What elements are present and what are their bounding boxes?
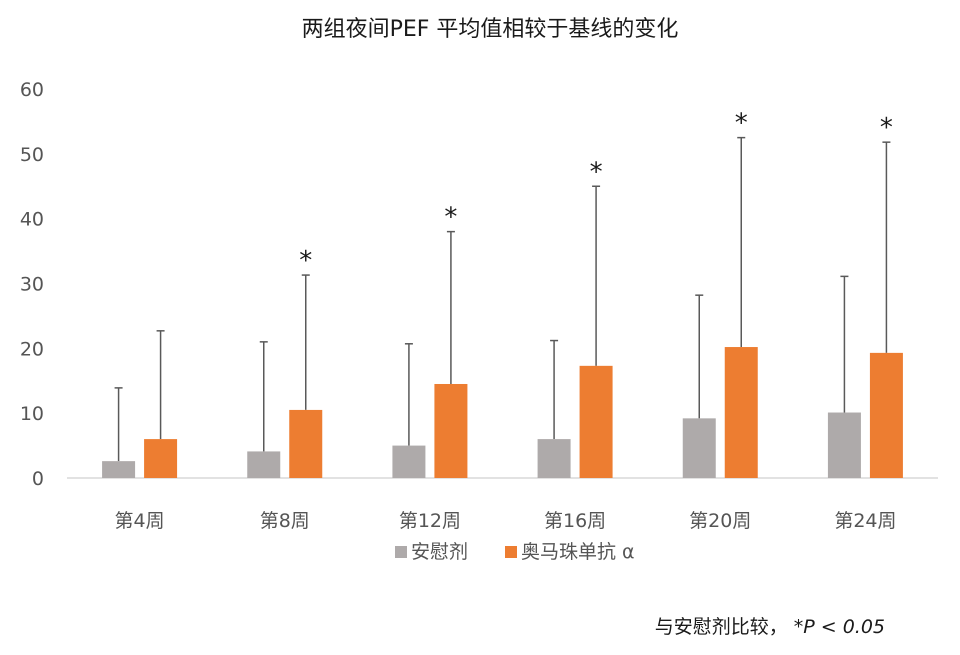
significance-star: * — [444, 203, 457, 233]
y-tick-label: 50 — [20, 144, 44, 166]
bar — [247, 451, 281, 478]
significance-star: * — [590, 157, 603, 187]
significance-star: * — [299, 246, 312, 276]
bar — [869, 352, 903, 478]
bar — [682, 418, 716, 478]
legend: 安慰剂 奥马珠单抗 α — [395, 541, 635, 563]
x-category-label: 第12周 — [399, 510, 461, 532]
legend-label: 安慰剂 — [411, 541, 468, 563]
bar — [724, 347, 758, 478]
bar — [289, 409, 323, 478]
footnote: 与安慰剂比较， *P < 0.05 — [655, 612, 885, 639]
significance-markers: * * * * * — [299, 109, 893, 276]
bar — [434, 383, 468, 478]
y-tick-label: 10 — [20, 403, 44, 425]
x-category-label: 第8周 — [260, 510, 310, 532]
bar — [537, 439, 571, 478]
x-axis-categories: 第4周 第8周 第12周 第16周 第20周 第24周 — [115, 510, 897, 532]
x-category-label: 第4周 — [115, 510, 165, 532]
significance-star: * — [880, 113, 893, 143]
bar — [144, 439, 178, 478]
y-tick-label: 60 — [20, 79, 44, 101]
bar — [102, 461, 136, 478]
y-axis-ticks: 0 10 20 30 40 50 60 — [20, 79, 44, 490]
y-tick-label: 30 — [20, 274, 44, 296]
bars — [102, 347, 903, 478]
legend-swatch — [395, 546, 407, 558]
chart-title: 两组夜间PEF 平均值相较于基线的变化 — [302, 17, 679, 42]
significance-star: * — [735, 109, 748, 139]
y-tick-label: 40 — [20, 209, 44, 231]
bar — [579, 365, 613, 478]
bar — [827, 412, 861, 478]
x-category-label: 第24周 — [834, 510, 896, 532]
footnote-significance: *P < 0.05 — [793, 616, 885, 638]
y-tick-label: 20 — [20, 338, 44, 360]
bar — [392, 445, 426, 478]
legend-label: 奥马珠单抗 α — [521, 541, 635, 563]
x-category-label: 第16周 — [544, 510, 606, 532]
x-category-label: 第20周 — [689, 510, 751, 532]
error-bars — [114, 136, 891, 462]
footnote-text: 与安慰剂比较， — [654, 616, 788, 638]
legend-swatch — [505, 546, 517, 558]
y-tick-label: 0 — [32, 468, 44, 490]
